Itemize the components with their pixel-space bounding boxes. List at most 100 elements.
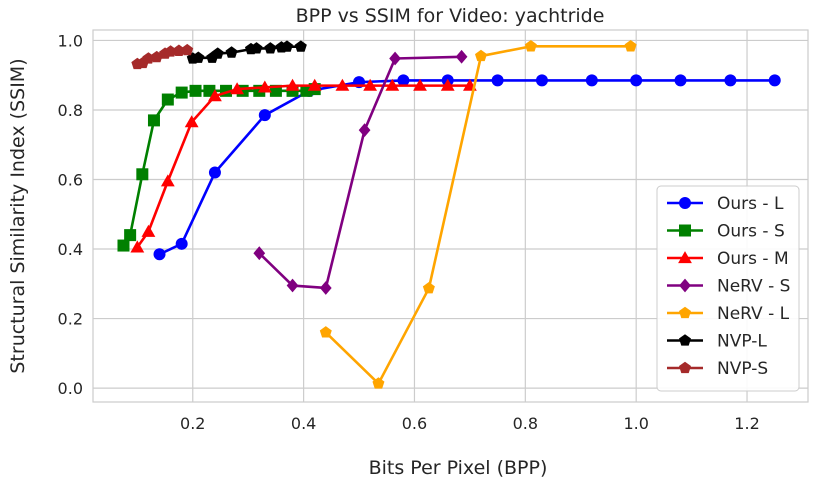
- data-point: [258, 109, 271, 122]
- series-3: [130, 78, 477, 253]
- legend-marker: [679, 197, 691, 209]
- data-point: [175, 86, 188, 99]
- x-axis-label: Bits Per Pixel (BPP): [369, 457, 548, 479]
- legend-entry: Ours - L: [667, 194, 784, 214]
- data-point: [225, 46, 238, 58]
- data-point: [153, 248, 166, 261]
- data-point: [674, 74, 687, 87]
- legend-label: Ours - M: [717, 249, 789, 269]
- data-point: [117, 239, 130, 252]
- series-6: [186, 40, 307, 64]
- legend-marker: [678, 251, 692, 264]
- data-point: [286, 278, 299, 293]
- data-point: [189, 84, 202, 97]
- data-point: [161, 93, 174, 106]
- data-point: [130, 240, 145, 253]
- y-tick-label: 1.0: [58, 31, 83, 50]
- series-7: [131, 43, 194, 70]
- series-5: [319, 40, 637, 389]
- data-point: [250, 42, 263, 54]
- data-point: [397, 74, 410, 87]
- data-point: [136, 168, 149, 181]
- data-point: [230, 82, 245, 95]
- series-4: [253, 49, 468, 295]
- plot-frame: [92, 29, 809, 403]
- data-point: [372, 377, 385, 389]
- series: [117, 40, 781, 389]
- data-point: [147, 114, 160, 127]
- y-tick-label: 0.6: [58, 170, 83, 189]
- legend-marker: [679, 278, 691, 293]
- y-axis-label: Structural Similarity Index (SSIM): [7, 58, 29, 373]
- data-point: [422, 282, 435, 294]
- data-point: [385, 78, 400, 91]
- data-point: [160, 174, 175, 187]
- data-point: [175, 237, 188, 250]
- data-point: [724, 74, 737, 87]
- legend-marker: [679, 224, 691, 237]
- legend-label: NVP-L: [717, 332, 767, 352]
- data-point: [319, 326, 332, 338]
- data-point: [281, 40, 293, 52]
- data-point: [294, 40, 307, 52]
- data-point: [208, 166, 221, 179]
- data-point: [474, 49, 487, 62]
- data-point: [181, 43, 194, 56]
- data-point: [491, 74, 504, 87]
- data-point: [257, 80, 272, 93]
- chart-title: BPP vs SSIM for Video: yachtride: [296, 5, 605, 27]
- data-point: [319, 281, 332, 295]
- data-point: [253, 246, 266, 261]
- y-tick-label: 0.0: [58, 379, 83, 398]
- legend-marker: [679, 306, 691, 319]
- data-point: [413, 78, 427, 91]
- x-tick-label: 1.0: [623, 414, 648, 433]
- data-point: [624, 40, 637, 52]
- data-point: [141, 224, 156, 237]
- data-point: [358, 123, 371, 138]
- legend-marker: [679, 334, 691, 346]
- legend-label: Ours - S: [717, 222, 785, 242]
- y-tick-label: 0.8: [58, 101, 83, 120]
- data-point: [172, 44, 185, 56]
- data-point: [192, 51, 205, 63]
- y-tick-label: 0.2: [58, 310, 83, 329]
- data-point: [630, 74, 643, 87]
- data-point: [535, 74, 548, 87]
- legend-label: NVP-S: [717, 359, 768, 379]
- tick-labels: 0.2 0.4 0.6 0.8 1.0 1.2 0.0 0.2 0.4 0.6 0.8 1.0: [58, 31, 760, 433]
- legend-entry: NeRV - L: [667, 304, 790, 324]
- data-point: [164, 45, 177, 57]
- data-point: [524, 40, 537, 52]
- legend: Ours - L Ours - S Ours - M NeRV - S NeRV - L…: [656, 185, 800, 392]
- data-point: [184, 115, 199, 128]
- data-point: [455, 49, 468, 64]
- legend-entry: NVP-L: [667, 332, 767, 352]
- data-point: [124, 229, 137, 242]
- data-point: [768, 74, 781, 87]
- legend-entry: NVP-S: [667, 359, 768, 379]
- data-point: [211, 47, 224, 59]
- data-point: [389, 51, 401, 66]
- data-point: [208, 89, 222, 102]
- data-point: [285, 78, 300, 91]
- legend-marker: [679, 361, 691, 374]
- data-point: [585, 74, 598, 87]
- legend-entry: Ours - M: [667, 249, 789, 269]
- data-point: [307, 78, 322, 91]
- series-line: [324, 45, 631, 385]
- x-tick-label: 0.6: [402, 414, 427, 433]
- legend-entry: Ours - S: [667, 222, 785, 242]
- legend-label: NeRV - L: [717, 304, 790, 324]
- data-point: [440, 78, 455, 91]
- legend-label: NeRV - S: [717, 277, 790, 297]
- series-line: [258, 55, 462, 290]
- data-point: [335, 78, 350, 91]
- data-point: [264, 42, 277, 54]
- legend-label: Ours - L: [717, 194, 784, 214]
- x-tick-label: 0.4: [291, 414, 316, 433]
- x-tick-label: 1.2: [734, 414, 759, 433]
- y-tick-label: 0.4: [58, 240, 83, 259]
- series-2: [117, 83, 321, 252]
